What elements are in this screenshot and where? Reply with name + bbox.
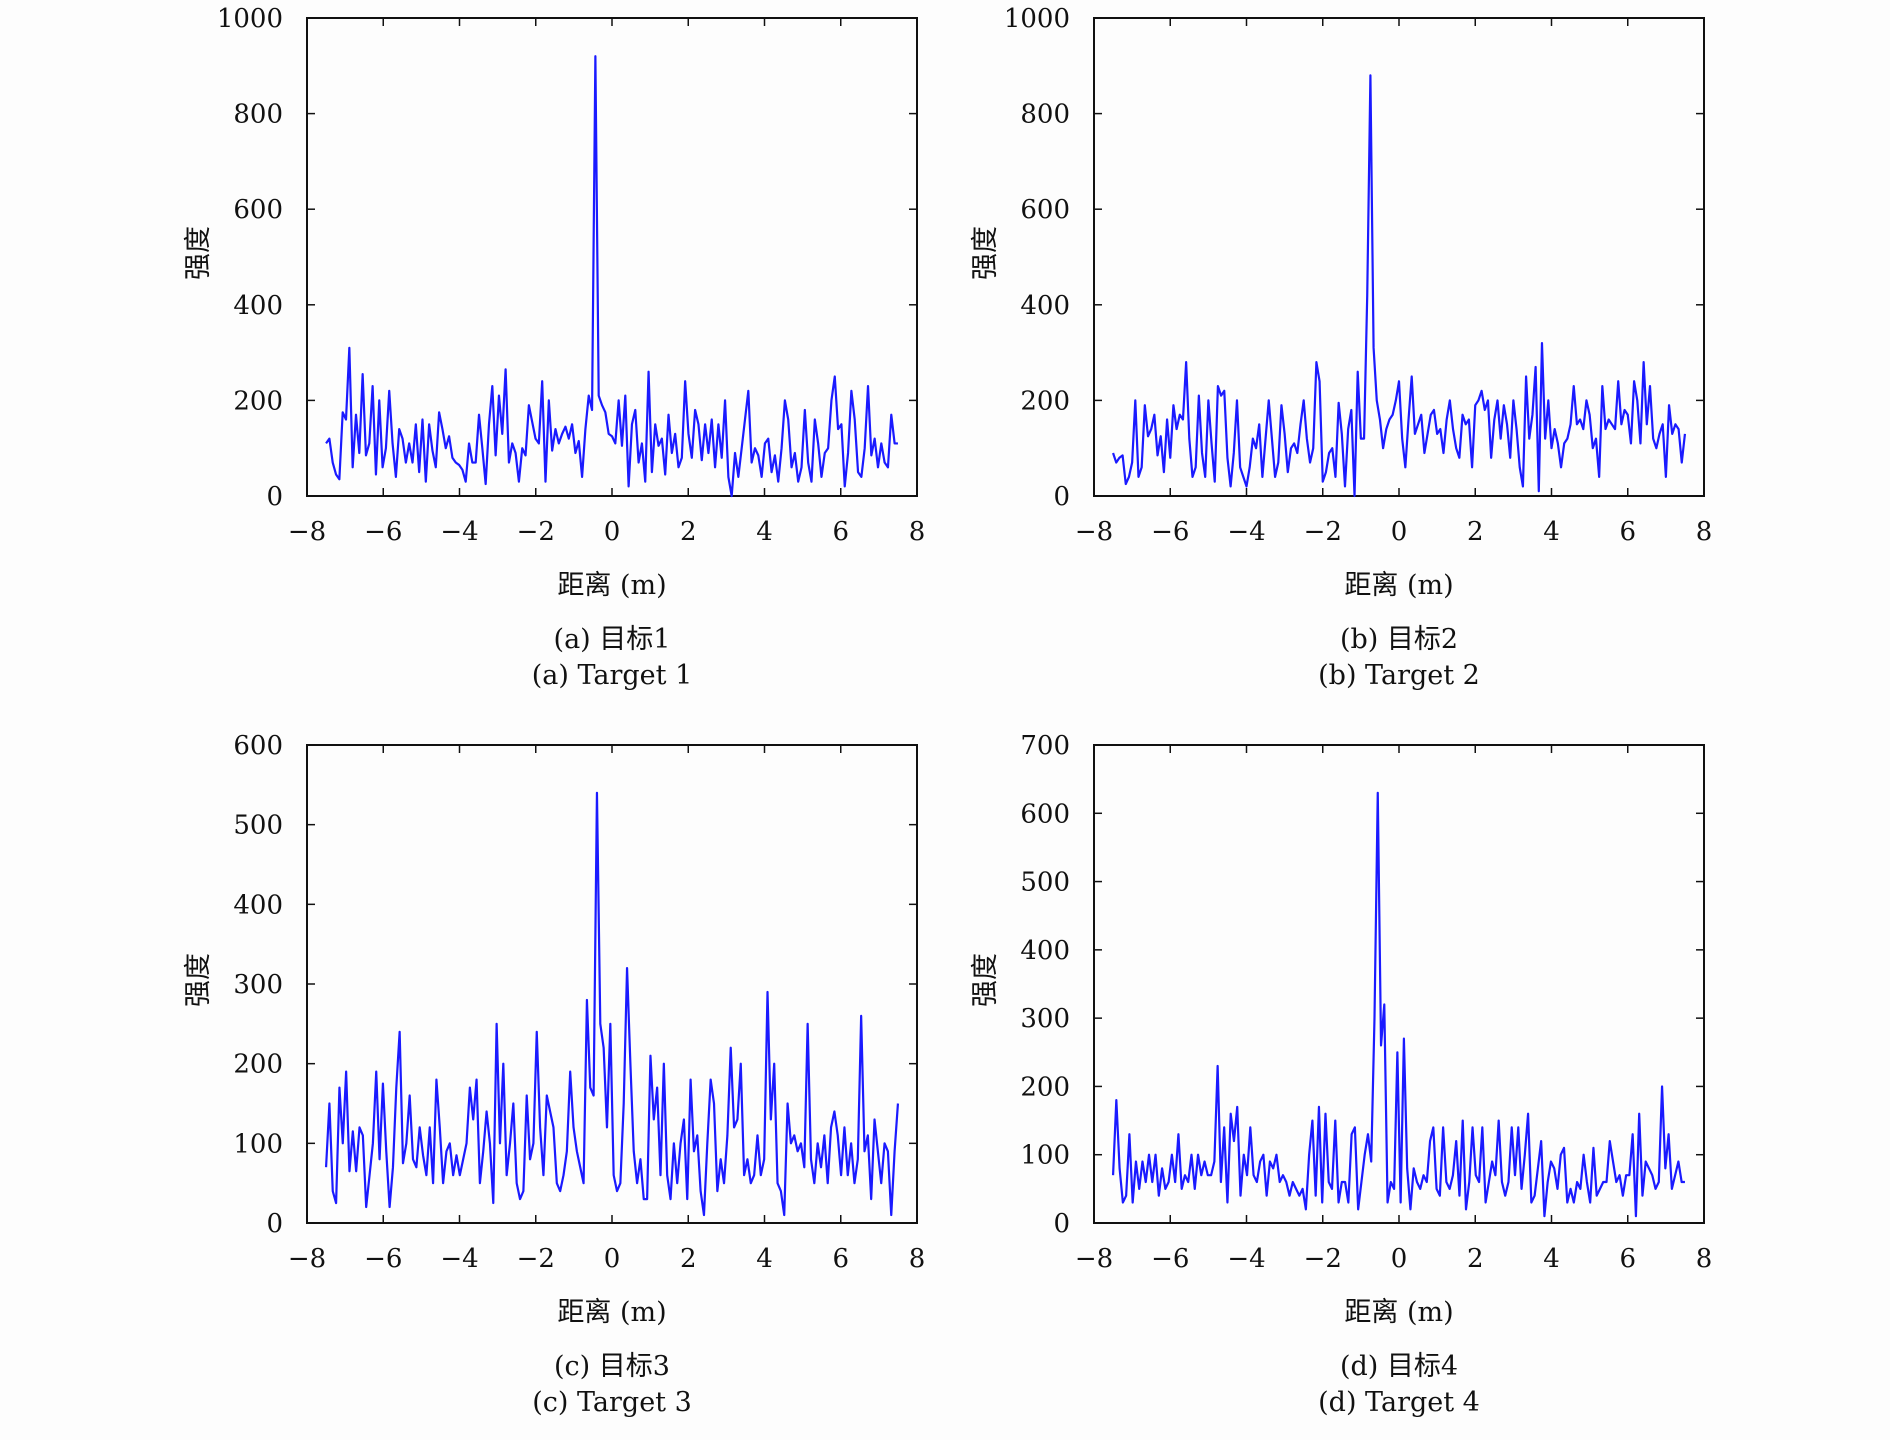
series-line — [325, 55, 898, 498]
y-tick-label: 100 — [233, 1129, 283, 1159]
x-tick-label: −4 — [1227, 1244, 1265, 1274]
y-tick-label: 500 — [1020, 868, 1070, 898]
series-line — [324, 791, 900, 1217]
x-tick-label: 8 — [909, 517, 926, 547]
x-tick-label: 0 — [1391, 517, 1408, 547]
y-tick-label: 200 — [233, 386, 283, 416]
x-tick-label: −8 — [288, 517, 326, 547]
x-tick-label: 8 — [1696, 517, 1713, 547]
y-tick-label: 0 — [266, 1209, 283, 1239]
y-tick-label: 0 — [1053, 1209, 1070, 1239]
x-axis-label: 距离 (m) — [1344, 1297, 1453, 1328]
y-axis-label: 强度 — [970, 953, 1001, 1007]
y-tick-label: 600 — [233, 195, 283, 225]
chart-svg: −8 −6 −4 −2 0 2 4 6 8 0 200 400 600 800 1000 距离 (m) 强度 — [183, 4, 926, 601]
chart-panel-3: −8 −6 −4 −2 0 2 4 6 8 0 100 200 300 400 500 600 距离 (m) 强度… — [0, 727, 945, 1440]
y-tick-label: 0 — [1053, 482, 1070, 512]
chart-panel-1: −8 −6 −4 −2 0 2 4 6 8 0 200 400 600 800 1000 距离 (m) 强度 (a… — [0, 0, 945, 713]
y-tick-label: 500 — [233, 811, 283, 841]
chart-panel-2: −8 −6 −4 −2 0 2 4 6 8 0 200 400 600 800 1000 距离 (m) 强度 (b… — [787, 0, 1732, 713]
x-tick-label: 6 — [832, 1244, 849, 1274]
x-tick-label: −4 — [440, 1244, 478, 1274]
x-tick-label: −2 — [517, 517, 555, 547]
y-tick-label: 400 — [233, 890, 283, 920]
x-tick-label: 8 — [909, 1244, 926, 1274]
x-tick-label: −4 — [440, 517, 478, 547]
caption-chinese: (d) 目标4 — [1339, 1351, 1459, 1382]
caption-english: (b) Target 2 — [1318, 660, 1480, 691]
x-tick-label: −6 — [1151, 1244, 1189, 1274]
x-axis-label: 距离 (m) — [557, 1297, 666, 1328]
x-tick-label: −6 — [1151, 517, 1189, 547]
y-tick-label: 300 — [1020, 1004, 1070, 1034]
y-tick-label: 200 — [1020, 386, 1070, 416]
y-tick-label: 300 — [233, 970, 283, 1000]
y-axis-label: 强度 — [970, 226, 1001, 280]
x-tick-label: 4 — [756, 1244, 773, 1274]
series-line — [1111, 791, 1685, 1218]
caption-chinese: (a) 目标1 — [553, 624, 671, 655]
caption-chinese: (b) 目标2 — [1339, 624, 1459, 655]
caption-english: (c) Target 3 — [532, 1387, 692, 1418]
x-tick-label: −8 — [1075, 517, 1113, 547]
caption-chinese: (c) 目标3 — [554, 1351, 670, 1382]
x-tick-label: 2 — [1467, 517, 1484, 547]
y-tick-label: 1000 — [1004, 4, 1070, 34]
chart-svg: −8 −6 −4 −2 0 2 4 6 8 0 100 200 300 400 500 600 700 距离 (m… — [970, 731, 1713, 1328]
chart-svg: −8 −6 −4 −2 0 2 4 6 8 0 200 400 600 800 1000 距离 (m) 强度 — [970, 4, 1713, 601]
x-tick-label: −4 — [1227, 517, 1265, 547]
x-tick-label: 0 — [1391, 1244, 1408, 1274]
x-tick-label: 2 — [680, 517, 697, 547]
y-tick-label: 800 — [1020, 100, 1070, 130]
y-tick-label: 600 — [1020, 195, 1070, 225]
caption-english: (a) Target 1 — [531, 660, 693, 691]
y-tick-label: 100 — [1020, 1141, 1070, 1171]
x-tick-label: 6 — [1619, 517, 1636, 547]
x-tick-label: −8 — [288, 1244, 326, 1274]
x-axis-label: 距离 (m) — [557, 570, 666, 601]
x-tick-label: 4 — [1543, 517, 1560, 547]
x-tick-label: 2 — [1467, 1244, 1484, 1274]
chart-panel-4: −8 −6 −4 −2 0 2 4 6 8 0 100 200 300 400 500 600 700 距离 (m… — [787, 727, 1732, 1440]
x-axis-label: 距离 (m) — [1344, 570, 1453, 601]
y-tick-label: 200 — [1020, 1072, 1070, 1102]
x-tick-label: 6 — [1619, 1244, 1636, 1274]
x-tick-label: −2 — [1304, 517, 1342, 547]
y-tick-label: 600 — [233, 731, 283, 761]
x-tick-label: −6 — [364, 517, 402, 547]
y-axis-label: 强度 — [183, 953, 214, 1007]
x-tick-label: −2 — [1304, 1244, 1342, 1274]
x-tick-label: −2 — [517, 1244, 555, 1274]
series-line — [1112, 74, 1687, 498]
x-tick-label: 0 — [604, 517, 621, 547]
y-tick-label: 200 — [233, 1050, 283, 1080]
x-tick-label: 0 — [604, 1244, 621, 1274]
x-tick-label: 4 — [756, 517, 773, 547]
y-tick-label: 400 — [1020, 291, 1070, 321]
y-tick-label: 700 — [1020, 731, 1070, 761]
y-tick-label: 600 — [1020, 799, 1070, 829]
y-tick-label: 400 — [1020, 936, 1070, 966]
x-tick-label: 4 — [1543, 1244, 1560, 1274]
chart-svg: −8 −6 −4 −2 0 2 4 6 8 0 100 200 300 400 500 600 距离 (m) 强度 — [183, 731, 926, 1328]
x-tick-label: 6 — [832, 517, 849, 547]
y-tick-label: 1000 — [217, 4, 283, 34]
x-tick-label: 8 — [1696, 1244, 1713, 1274]
y-tick-label: 800 — [233, 100, 283, 130]
caption-english: (d) Target 4 — [1318, 1387, 1480, 1418]
x-tick-label: −8 — [1075, 1244, 1113, 1274]
y-tick-label: 400 — [233, 291, 283, 321]
x-tick-label: 2 — [680, 1244, 697, 1274]
x-tick-label: −6 — [364, 1244, 402, 1274]
y-axis-label: 强度 — [183, 226, 214, 280]
y-tick-label: 0 — [266, 482, 283, 512]
